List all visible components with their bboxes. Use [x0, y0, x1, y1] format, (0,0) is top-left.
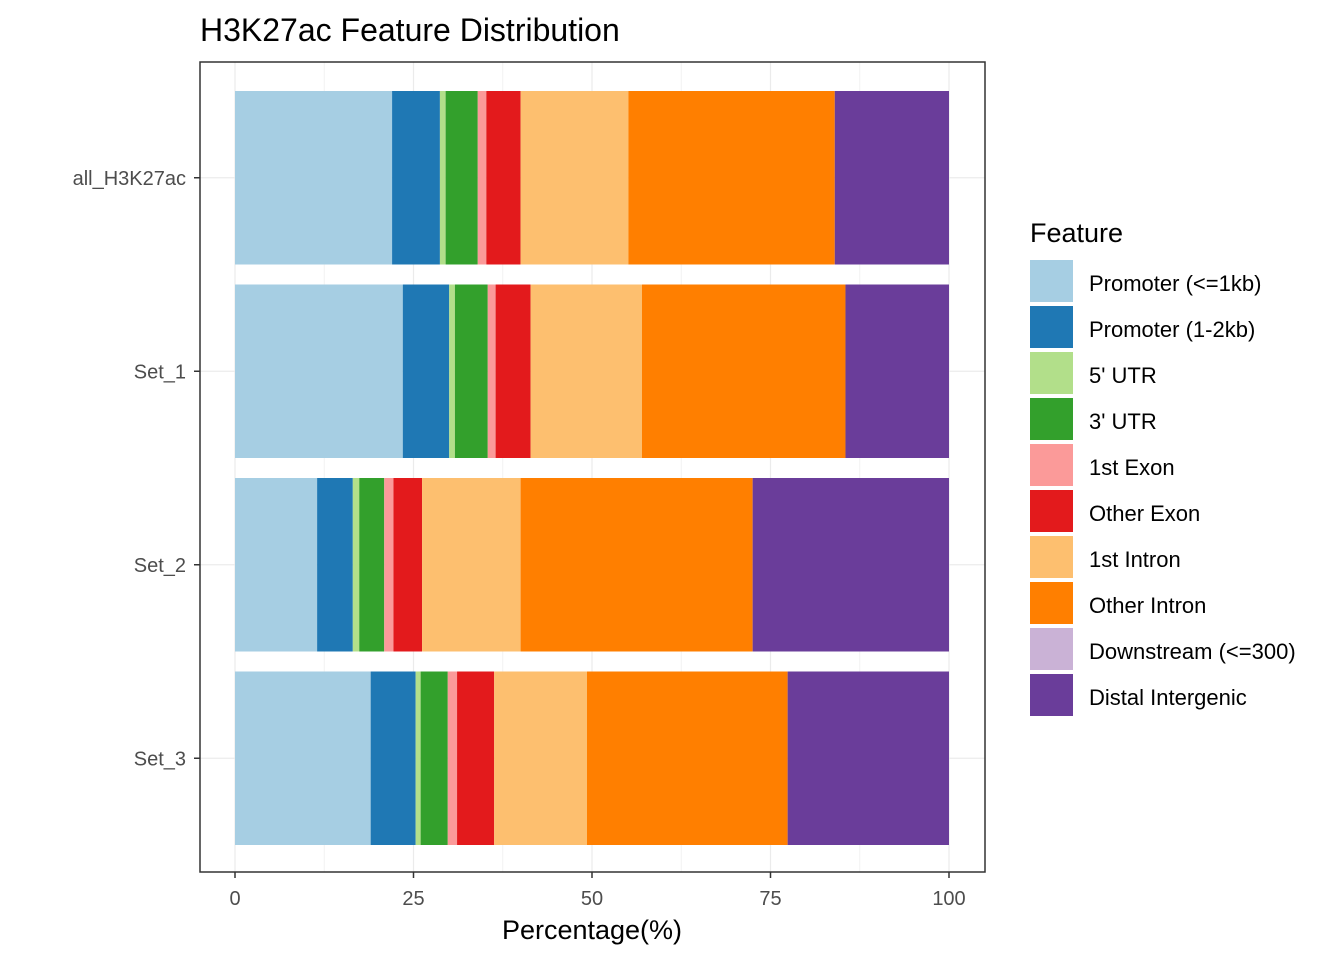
legend-title: Feature [1030, 218, 1123, 248]
legend-label: Other Exon [1089, 501, 1200, 526]
legend-swatch [1030, 398, 1073, 440]
legend-swatch [1030, 536, 1073, 578]
x-tick-label: 0 [229, 888, 240, 910]
bar-segment-promoter-1kb [235, 671, 371, 845]
bar-segment-5-utr [439, 91, 446, 265]
y-tick-label: Set_1 [134, 361, 186, 383]
y-tick-label: Set_3 [134, 748, 186, 770]
legend-item: 5' UTR [1030, 352, 1157, 394]
bar-segment-3-utr [420, 671, 448, 845]
bar-group-all_H3K27ac [235, 91, 949, 265]
bar-segment-1st-intron [530, 284, 642, 458]
legend-swatch [1030, 306, 1073, 348]
bar-segment-other-exon [486, 91, 521, 265]
bar-segment-distal-intergenic [845, 284, 949, 458]
bar-segment-promoter-1-2kb [317, 478, 353, 652]
legend-item: 1st Intron [1030, 536, 1181, 578]
legend-swatch [1030, 444, 1073, 486]
bar-segment-distal-intergenic [834, 91, 949, 265]
bar-segment-other-exon [457, 671, 495, 845]
bar-segment-5-utr [352, 478, 360, 652]
legend-label: Other Intron [1089, 593, 1206, 618]
legend-label: Promoter (<=1kb) [1089, 271, 1261, 296]
bar-group-Set_3 [235, 671, 949, 845]
bar-segment-promoter-1-2kb [392, 91, 440, 265]
legend-swatch [1030, 582, 1073, 624]
bar-segment-other-intron [587, 671, 788, 845]
legend-label: Downstream (<=300) [1089, 639, 1296, 664]
legend-swatch [1030, 260, 1073, 302]
legend-item: Other Intron [1030, 582, 1206, 624]
legend-item: 3' UTR [1030, 398, 1157, 440]
legend-item: 1st Exon [1030, 444, 1175, 486]
bar-segment-1st-intron [520, 91, 629, 265]
bar-segment-1st-intron [494, 671, 588, 845]
bar-segment-distal-intergenic [787, 671, 949, 845]
x-tick-label: 75 [759, 888, 781, 910]
legend-swatch [1030, 352, 1073, 394]
bar-segment-promoter-1kb [235, 478, 318, 652]
bar-segment-promoter-1kb [235, 91, 393, 265]
legend-label: 3' UTR [1089, 409, 1157, 434]
legend-swatch [1030, 628, 1073, 670]
y-axis: all_H3K27ac Set_1 Set_2 Set_3 [73, 168, 200, 770]
legend-label: Distal Intergenic [1089, 685, 1247, 710]
bar-segment-3-utr [445, 91, 478, 265]
bar-segment-other-intron [641, 284, 846, 458]
bar-segment-distal-intergenic [752, 478, 949, 652]
bar-segment-other-exon [393, 478, 423, 652]
bar-segment-1st-exon [477, 91, 487, 265]
bar-segment-promoter-1-2kb [370, 671, 416, 845]
bar-segment-5-utr [415, 671, 421, 845]
x-axis-title: Percentage(%) [502, 915, 682, 945]
legend-label: 1st Intron [1089, 547, 1181, 572]
legend-label: Promoter (1-2kb) [1089, 317, 1255, 342]
bar-segment-promoter-1kb [235, 284, 403, 458]
bar-segment-5-utr [449, 284, 455, 458]
bar-segment-1st-intron [422, 478, 521, 652]
x-axis: 0 25 50 75 100 [229, 872, 966, 910]
x-tick-label: 25 [402, 888, 424, 910]
y-tick-label: all_H3K27ac [73, 168, 186, 190]
bar-segment-other-intron [628, 91, 835, 265]
y-tick-label: Set_2 [134, 555, 186, 577]
bar-group-Set_1 [235, 284, 949, 458]
bar-segment-1st-exon [487, 284, 496, 458]
x-tick-label: 50 [581, 888, 603, 910]
bar-segment-1st-exon [384, 478, 394, 652]
bar-segment-other-intron [520, 478, 753, 652]
legend-swatch [1030, 674, 1073, 716]
bar-segment-other-exon [495, 284, 531, 458]
legend-item: Distal Intergenic [1030, 674, 1247, 716]
legend-item: Promoter (<=1kb) [1030, 260, 1261, 302]
x-tick-label: 100 [932, 888, 965, 910]
legend-swatch [1030, 490, 1073, 532]
legend-label: 5' UTR [1089, 363, 1157, 388]
bar-segment-3-utr [359, 478, 385, 652]
legend: Feature Promoter (<=1kb) Promoter (1-2kb)… [1030, 218, 1296, 716]
legend-item: Other Exon [1030, 490, 1200, 532]
legend-item: Promoter (1-2kb) [1030, 306, 1255, 348]
bar-segment-1st-exon [447, 671, 458, 845]
bar-segment-promoter-1-2kb [402, 284, 450, 458]
bar-group-Set_2 [235, 478, 949, 652]
bar-segment-3-utr [454, 284, 488, 458]
legend-label: 1st Exon [1089, 455, 1175, 480]
bars [235, 91, 949, 845]
legend-item: Downstream (<=300) [1030, 628, 1296, 670]
chart-title: H3K27ac Feature Distribution [200, 12, 620, 48]
